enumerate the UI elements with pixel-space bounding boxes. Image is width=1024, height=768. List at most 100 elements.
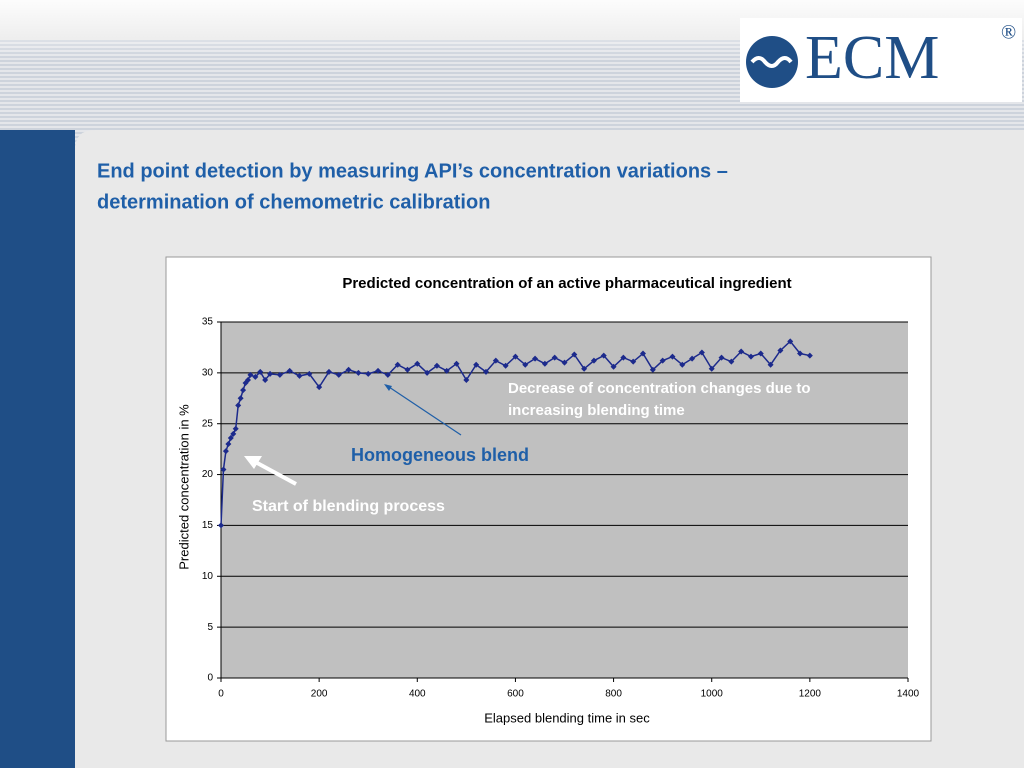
data-point	[276, 371, 283, 378]
data-point	[247, 371, 254, 378]
data-point	[325, 368, 332, 375]
slide-title: End point detection by measuring API’s c…	[97, 160, 728, 182]
plot-area	[221, 322, 908, 678]
data-point	[227, 434, 234, 441]
x-axis-label: Elapsed blending time in sec	[484, 710, 650, 725]
data-point	[424, 369, 431, 376]
data-point	[571, 351, 578, 358]
slide-title: determination of chemometric calibration	[97, 191, 490, 213]
data-point	[404, 366, 411, 373]
logo: ECM ®	[740, 18, 1022, 102]
data-point	[482, 368, 489, 375]
data-point	[473, 361, 480, 368]
data-point	[522, 361, 529, 368]
data-point	[257, 368, 264, 375]
data-point	[345, 366, 352, 373]
annotation: Start of blending process	[252, 498, 445, 515]
data-point	[718, 354, 725, 361]
data-point	[306, 370, 313, 377]
data-point	[453, 360, 460, 367]
data-point	[787, 338, 794, 345]
data-point	[600, 352, 607, 359]
data-point	[222, 448, 229, 455]
logo-mark: ®	[1001, 22, 1016, 44]
data-point	[502, 362, 509, 369]
data-point	[414, 360, 421, 367]
data-point	[225, 441, 232, 448]
data-point	[512, 353, 519, 360]
data-point	[316, 384, 323, 391]
data-point	[244, 376, 251, 383]
data-point	[492, 357, 499, 364]
data-point	[640, 350, 647, 357]
side-bar	[0, 130, 75, 768]
annotation-pointer	[385, 384, 462, 436]
x-tick-label: 800	[605, 689, 622, 700]
y-tick-label: 10	[202, 571, 214, 582]
data-point	[220, 466, 227, 473]
data-point	[296, 372, 303, 379]
data-point	[230, 430, 237, 437]
data-point	[581, 365, 588, 372]
y-tick-label: 5	[207, 622, 213, 633]
y-tick-label: 15	[202, 520, 214, 531]
data-point	[590, 357, 597, 364]
data-point	[767, 361, 774, 368]
data-point	[433, 362, 440, 369]
y-tick-label: 0	[207, 673, 213, 684]
data-point	[620, 354, 627, 361]
data-point	[463, 376, 470, 383]
y-tick-label: 30	[202, 367, 214, 378]
data-point	[252, 373, 259, 380]
data-point	[262, 376, 269, 383]
logo-icon	[746, 36, 798, 88]
data-point	[355, 369, 362, 376]
x-tick-label: 200	[311, 689, 328, 700]
y-tick-label: 35	[202, 317, 214, 328]
annotation: increasing blending time	[508, 402, 685, 419]
data-point	[365, 370, 372, 377]
data-point	[649, 366, 656, 373]
logo-wave	[750, 56, 793, 68]
data-point	[561, 359, 568, 366]
annotation-pointer-head	[384, 384, 392, 391]
data-point	[235, 402, 242, 409]
chart-title: Predicted concentration of an active pha…	[342, 275, 791, 292]
data-point	[669, 353, 676, 360]
data-point	[659, 357, 666, 364]
data-point	[738, 348, 745, 355]
data-point	[698, 349, 705, 356]
data-point	[797, 350, 804, 357]
data-point	[335, 371, 342, 378]
data-point	[240, 387, 247, 394]
data-point	[541, 360, 548, 367]
x-tick-label: 1000	[701, 689, 724, 700]
y-axis-label: Predicted concentration in %	[176, 404, 191, 570]
data-point	[286, 367, 293, 374]
y-tick-label: 20	[202, 469, 214, 480]
data-point	[375, 367, 382, 374]
x-tick-label: 400	[409, 689, 426, 700]
x-tick-label: 600	[507, 689, 524, 700]
data-point	[728, 358, 735, 365]
annotation-arrowhead	[244, 456, 262, 469]
data-point	[267, 370, 274, 377]
x-tick-label: 0	[218, 689, 224, 700]
annotation: Homogeneous blend	[351, 445, 529, 465]
data-point	[630, 358, 637, 365]
data-point	[610, 363, 617, 370]
logo-text: ECM	[805, 24, 939, 92]
data-point	[237, 395, 244, 402]
y-tick-label: 25	[202, 418, 214, 429]
x-tick-label: 1400	[897, 689, 920, 700]
x-tick-label: 1200	[799, 689, 822, 700]
data-point	[777, 347, 784, 354]
data-point	[443, 367, 450, 374]
data-point	[708, 365, 715, 372]
data-point	[757, 350, 764, 357]
annotation: Decrease of concentration changes due to	[508, 380, 811, 397]
data-point	[218, 522, 224, 529]
data-point	[551, 354, 558, 361]
